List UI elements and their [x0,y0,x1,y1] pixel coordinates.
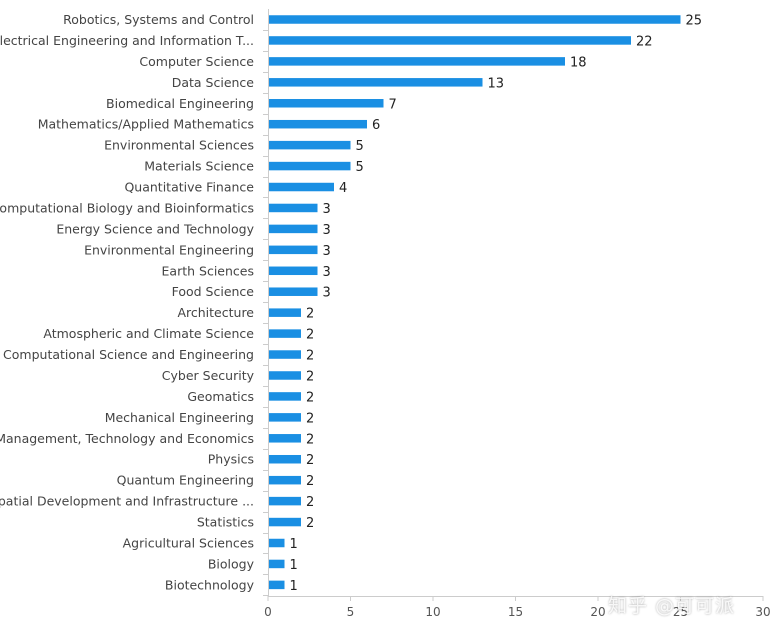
category-label: Earth Sciences [162,263,254,278]
value-label: 5 [356,139,364,154]
bar [269,182,334,192]
x-tick-label: 25 [673,605,688,619]
bar [269,36,631,45]
bar [269,580,285,590]
category-label: Physics [208,452,254,467]
x-axis-ticks: 0 5 10 15 20 25 30 [264,596,771,619]
category-label: Geomatics [187,389,254,404]
category-label: Biology [208,556,255,571]
category-label: Biotechnology [165,577,255,592]
bar [269,78,483,87]
bar [269,475,301,485]
bar [269,57,565,66]
category-label: Electrical Engineering and Information T… [0,33,254,48]
category-labels: Robotics, Systems and Control Electrical … [0,12,255,592]
bar [269,454,301,464]
value-label: 1 [290,537,298,552]
category-label: Environmental Engineering [84,242,254,257]
value-label: 3 [323,286,331,301]
category-label: Biomedical Engineering [106,96,254,111]
x-tick-label: 30 [755,605,770,619]
category-label: Agricultural Sciences [123,536,254,551]
value-label: 2 [306,328,314,343]
value-label: 2 [306,307,314,322]
category-label: Food Science [172,284,255,299]
value-label: 2 [306,432,314,447]
bar [269,434,301,443]
bar [269,140,351,150]
axes [263,9,763,597]
bar [269,538,285,548]
value-label: 5 [356,160,364,175]
value-label: 3 [323,244,331,259]
category-label: Spatial Development and Infrastructure .… [0,494,254,509]
category-label: Quantitative Finance [124,180,254,195]
bar [269,308,301,317]
value-label: 1 [290,558,298,573]
bar [269,413,301,422]
value-label: 18 [570,55,587,70]
category-label: Cyber Security [162,368,255,383]
category-label: Data Science [172,75,255,90]
bar [269,392,301,401]
bar [269,287,318,296]
value-label: 6 [372,118,380,133]
value-label: 1 [290,579,298,594]
value-label: 3 [323,202,331,217]
category-label: Computer Science [139,54,254,69]
value-label: 2 [306,390,314,405]
category-label: Materials Science [144,159,254,174]
value-label: 3 [323,265,331,280]
category-label: Atmospheric and Climate Science [43,326,254,341]
value-label: 7 [389,97,397,112]
bar [269,99,384,108]
category-label: Architecture [177,305,254,320]
category-label: Management, Technology and Economics [0,431,254,446]
category-label: Computational Science and Engineering [3,347,254,362]
category-label: Energy Science and Technology [56,221,254,236]
bar [269,559,285,569]
category-label: Computational Biology and Bioinformatics [0,200,254,215]
value-label: 2 [306,495,314,510]
x-tick-label: 0 [264,605,272,619]
category-label: Mechanical Engineering [105,410,254,425]
category-label: Robotics, Systems and Control [63,12,254,27]
bar [269,161,351,171]
bar [269,371,301,380]
value-label: 3 [323,223,331,238]
bar [269,245,318,255]
value-label: 2 [306,369,314,384]
bar [269,329,301,338]
bar [269,119,367,129]
x-tick-label: 15 [508,605,523,619]
category-label: Statistics [197,515,254,530]
bar [269,496,301,506]
value-label: 22 [636,34,653,49]
value-label: 2 [306,411,314,426]
category-label: Environmental Sciences [104,138,254,153]
value-label: 4 [339,181,347,196]
bars [269,15,681,590]
value-label: 25 [686,14,703,29]
category-label: Mathematics/Applied Mathematics [38,117,254,132]
value-label: 13 [488,76,505,91]
x-tick-label: 10 [425,605,440,619]
bar [269,350,301,359]
x-tick-label: 20 [590,605,605,619]
bar [269,517,301,527]
value-label: 2 [306,453,314,468]
x-tick-label: 5 [347,605,355,619]
bar [269,224,318,234]
value-label: 2 [306,516,314,531]
bar [269,266,318,276]
bar [269,203,318,213]
value-label: 2 [306,349,314,364]
bar [269,15,681,24]
value-label: 2 [306,474,314,489]
category-label: Quantum Engineering [117,473,254,488]
watermark: 知乎 @可可派 [608,595,736,617]
